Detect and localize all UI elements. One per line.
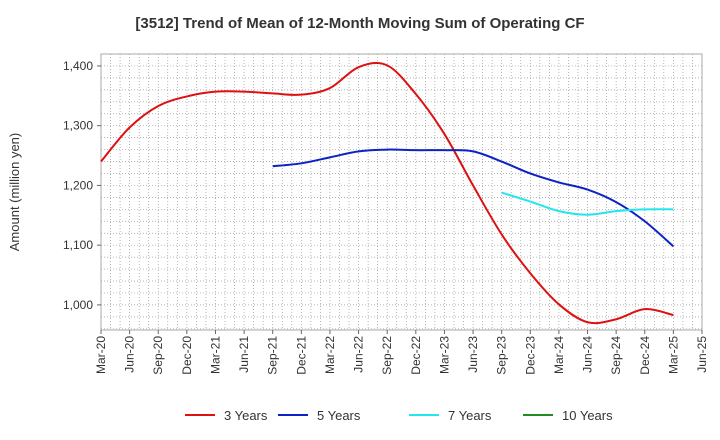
plot-area — [100, 53, 703, 331]
x-tick-label: Sep-23 — [495, 336, 509, 375]
x-tick-label: Mar-23 — [437, 336, 451, 374]
x-tick-label: Jun-21 — [237, 336, 251, 373]
x-tick-label: Dec-21 — [294, 336, 308, 375]
y-tick-label: 1,100 — [63, 238, 93, 252]
series-line-7-years — [501, 191, 674, 216]
x-tick-label: Mar-21 — [208, 336, 222, 374]
x-tick-label: Dec-24 — [638, 336, 652, 375]
x-tick-label: Jun-20 — [123, 336, 137, 373]
x-axis: Mar-20 Jun-20 Sep-20 Dec-20 Mar-21 Jun-21 Sep-… — [94, 330, 709, 375]
y-tick-label: 1,300 — [63, 119, 93, 133]
x-tick-label: Jun-25 — [695, 336, 709, 373]
x-tick-label: Jun-23 — [466, 336, 480, 373]
legend: 3 Years 5 Years 7 Years 10 Years — [185, 408, 613, 423]
x-tick-label: Dec-23 — [523, 336, 537, 375]
series-line-3-years — [100, 61, 674, 325]
x-tick-label: Mar-24 — [552, 336, 566, 374]
x-tick-label: Sep-24 — [609, 336, 623, 375]
x-tick-label: Mar-25 — [666, 336, 680, 374]
legend-label-7-years: 7 Years — [448, 408, 492, 423]
y-axis-label: Amount (million yen) — [7, 133, 22, 252]
y-tick-label: 1,400 — [63, 59, 93, 73]
x-tick-label: Jun-24 — [581, 336, 595, 373]
x-tick-label: Mar-22 — [323, 336, 337, 374]
series-lines — [100, 61, 675, 325]
y-tick-label: 1,000 — [63, 298, 93, 312]
y-tick-label: 1,200 — [63, 178, 93, 192]
series-line-5-years — [272, 148, 675, 248]
legend-label-3-years: 3 Years — [224, 408, 268, 423]
x-tick-label: Sep-21 — [266, 336, 280, 375]
y-axis: 1,000 1,100 1,200 1,300 1,400 — [63, 59, 101, 312]
x-tick-label: Sep-22 — [380, 336, 394, 375]
x-tick-label: Jun-22 — [352, 336, 366, 373]
x-tick-label: Dec-20 — [180, 336, 194, 375]
x-tick-label: Dec-22 — [409, 336, 423, 375]
legend-label-5-years: 5 Years — [317, 408, 361, 423]
x-tick-label: Sep-20 — [151, 336, 165, 375]
grid-lines — [101, 54, 702, 330]
legend-label-10-years: 10 Years — [562, 408, 613, 423]
x-tick-label: Mar-20 — [94, 336, 108, 374]
chart-title: [3512] Trend of Mean of 12-Month Moving … — [135, 15, 584, 32]
